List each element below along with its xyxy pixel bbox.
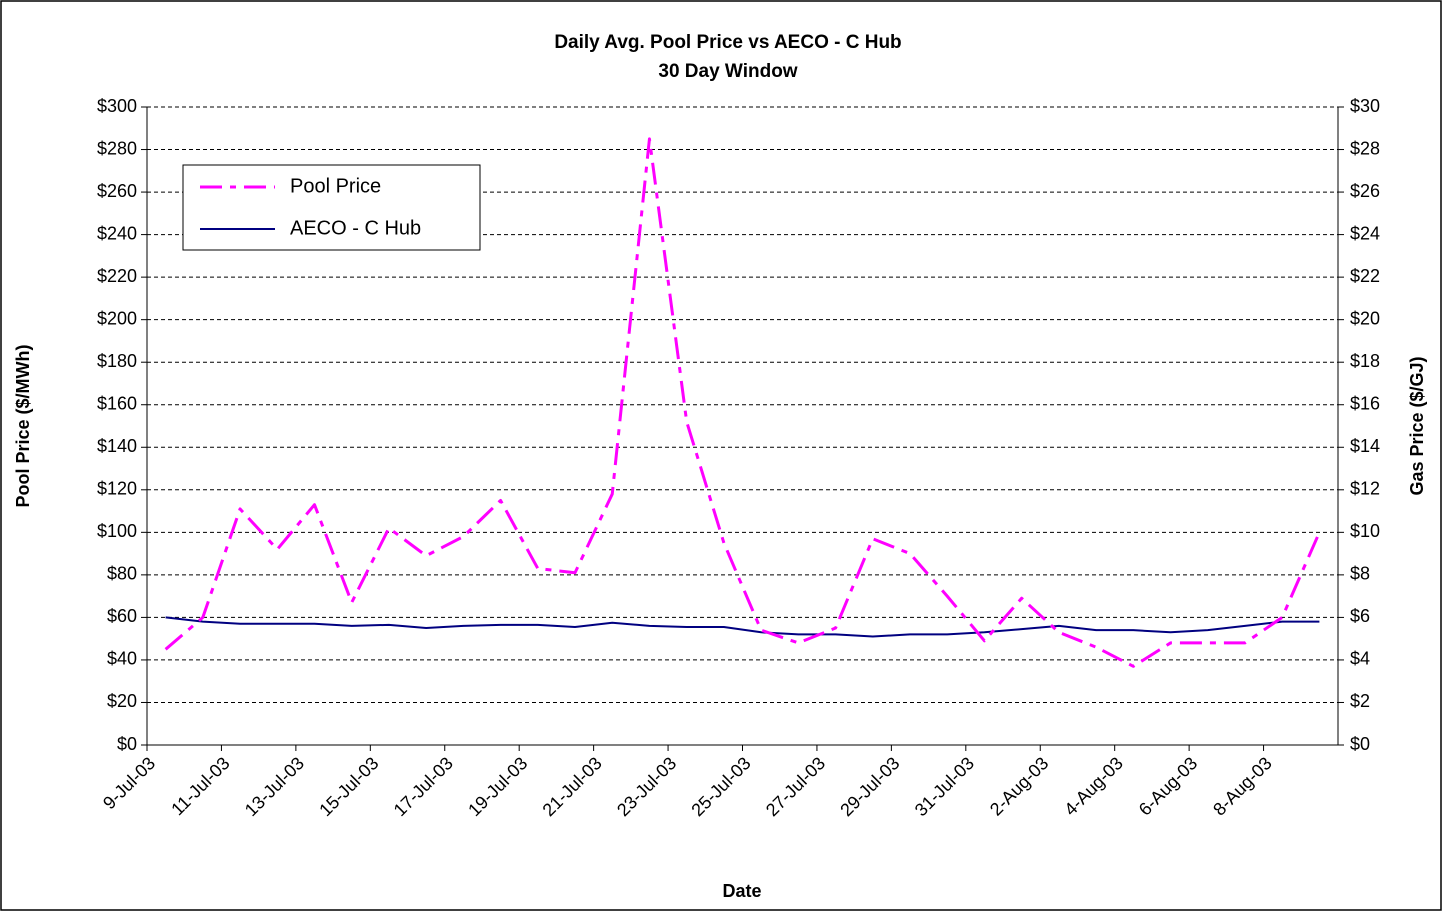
y-tick-label: $200	[97, 308, 137, 328]
y-tick-label: $0	[117, 734, 137, 754]
y-tick-label: $140	[97, 436, 137, 456]
y2-tick-label: $26	[1350, 181, 1380, 201]
y2-tick-label: $6	[1350, 606, 1370, 626]
y2-tick-label: $22	[1350, 266, 1380, 286]
y-tick-label: $180	[97, 351, 137, 371]
y-tick-label: $240	[97, 223, 137, 243]
y-tick-label: $220	[97, 266, 137, 286]
x-axis-title: Date	[722, 881, 761, 901]
y-tick-label: $80	[107, 564, 137, 584]
y2-tick-label: $12	[1350, 479, 1380, 499]
y2-tick-label: $8	[1350, 564, 1370, 584]
y2-tick-label: $10	[1350, 521, 1380, 541]
y2-tick-label: $0	[1350, 734, 1370, 754]
y-tick-label: $300	[97, 96, 137, 116]
legend-label: AECO - C Hub	[290, 217, 421, 239]
y-axis-title: Pool Price ($/MWh)	[13, 344, 33, 507]
y2-tick-label: $30	[1350, 96, 1380, 116]
y2-tick-label: $2	[1350, 691, 1370, 711]
y-tick-label: $40	[107, 649, 137, 669]
y-tick-label: $120	[97, 479, 137, 499]
legend-box	[182, 164, 481, 251]
y2-tick-label: $18	[1350, 351, 1380, 371]
chart-subtitle: 30 Day Window	[658, 61, 797, 82]
series-line	[165, 616, 1320, 638]
y-tick-label: $280	[97, 138, 137, 158]
legend-label: Pool Price	[290, 175, 381, 197]
y-tick-label: $60	[107, 606, 137, 626]
y-tick-label: $160	[97, 393, 137, 413]
chart-title: Daily Avg. Pool Price vs AECO - C Hub	[554, 32, 901, 53]
y2-tick-label: $24	[1350, 223, 1380, 243]
y2-tick-label: $4	[1350, 649, 1370, 669]
y2-tick-label: $28	[1350, 138, 1380, 158]
y2-tick-label: $16	[1350, 393, 1380, 413]
y-tick-label: $20	[107, 691, 137, 711]
y2-tick-label: $14	[1350, 436, 1380, 456]
y-tick-label: $100	[97, 521, 137, 541]
y-tick-label: $260	[97, 181, 137, 201]
y2-tick-label: $20	[1350, 308, 1380, 328]
y2-axis-title: Gas Price ($/GJ)	[1407, 356, 1427, 495]
